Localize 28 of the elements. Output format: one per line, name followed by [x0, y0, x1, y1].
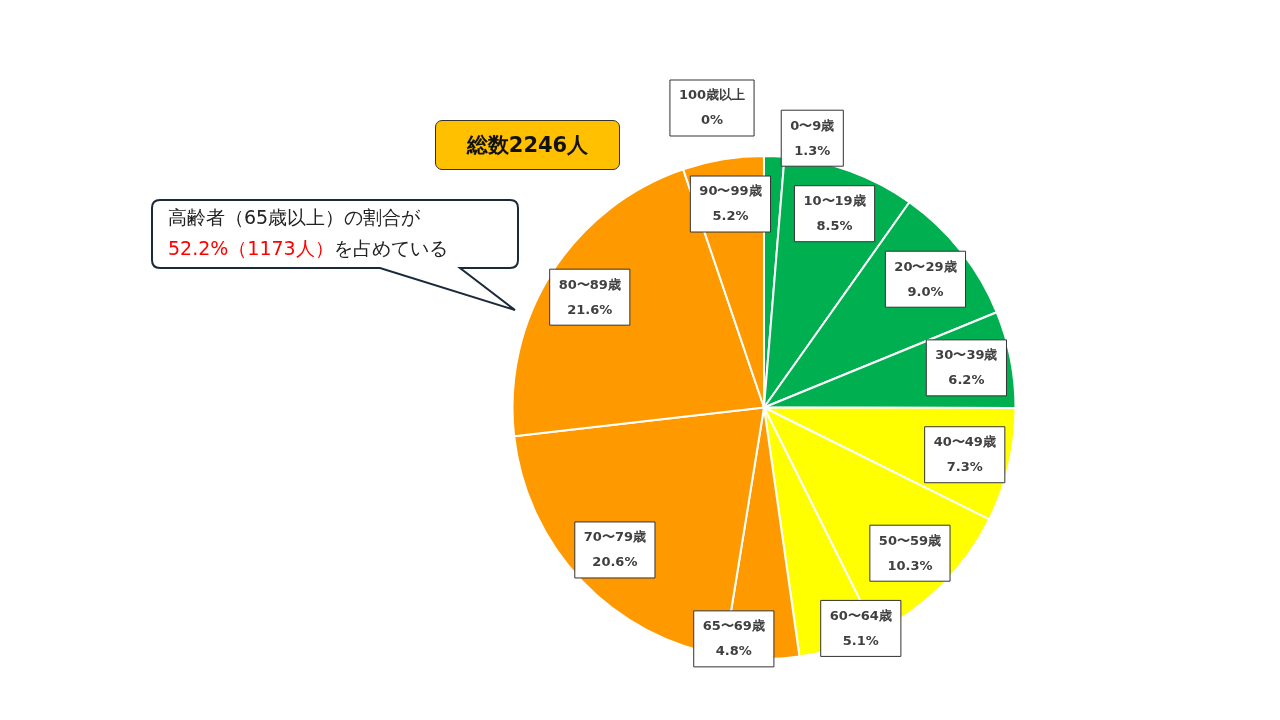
data-label: 1.3% — [794, 142, 831, 158]
slice-label: 0〜9歳 — [790, 117, 835, 133]
slice-label: 80〜89歳 — [558, 276, 621, 292]
data-label: 7.3% — [946, 459, 983, 475]
data-label: 8.5% — [816, 218, 853, 234]
data-label: 9.0% — [907, 283, 944, 299]
text: 52.2%（1173人） — [168, 237, 334, 259]
slice-label: 20〜29歳 — [894, 258, 957, 274]
slice-label: 90〜99歳 — [699, 183, 762, 199]
data-label: 5.1% — [842, 632, 879, 648]
data-label: 21.6% — [567, 301, 613, 317]
data-label: 6.2% — [948, 372, 985, 388]
category-label: 100歳以上 — [678, 87, 746, 103]
text: を占めている — [333, 237, 448, 259]
text: 総数2246人 — [435, 120, 620, 170]
slice-label: 65〜69歳 — [702, 618, 765, 634]
slice-label: 30〜39歳 — [935, 347, 998, 363]
slice-label: 10〜19歳 — [803, 193, 866, 209]
slice-label: 60〜64歳 — [829, 607, 892, 623]
slice-label: 40〜49歳 — [933, 434, 996, 450]
data-label: 5.2% — [712, 208, 749, 224]
data-label: 10.3% — [887, 557, 933, 573]
data-label: 20.6% — [592, 554, 638, 570]
text: 0% — [700, 112, 724, 128]
text: 高齢者（65歳以上）の割合が — [168, 205, 422, 230]
slice-label: 50〜59歳 — [878, 532, 942, 548]
slice-label: 70〜79歳 — [583, 529, 646, 545]
data-label: 4.8% — [715, 643, 752, 659]
